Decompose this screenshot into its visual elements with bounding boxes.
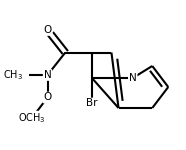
Text: N: N	[129, 73, 137, 83]
Text: OCH$_3$: OCH$_3$	[18, 112, 45, 125]
Text: O: O	[43, 25, 52, 35]
Text: CH$_3$: CH$_3$	[3, 68, 23, 82]
Text: O: O	[43, 93, 52, 102]
Text: Br: Br	[86, 99, 98, 108]
Text: N: N	[44, 70, 51, 80]
